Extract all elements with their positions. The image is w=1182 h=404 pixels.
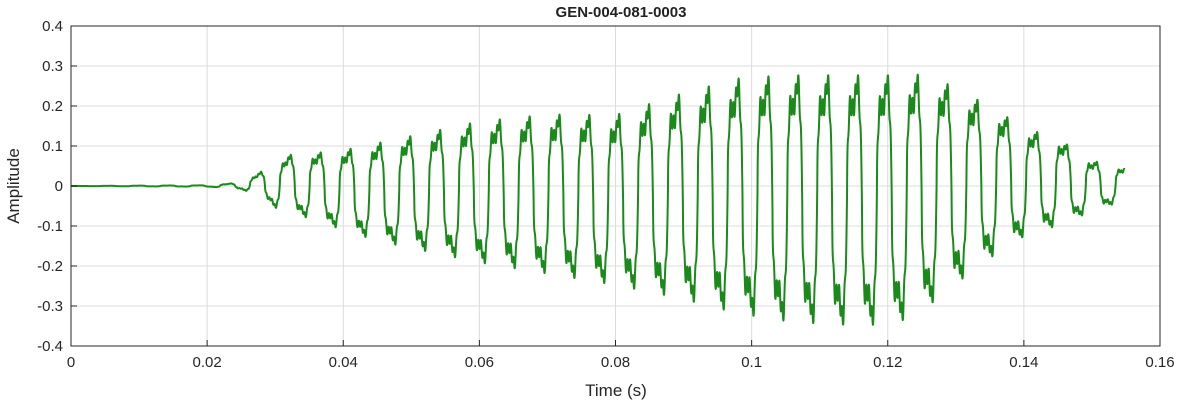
x-tick-label: 0 (67, 354, 75, 371)
x-tick-label: 0.12 (873, 354, 902, 371)
y-tick-label: -0.4 (37, 338, 63, 355)
x-axis: 0 0.02 0.04 0.06 0.08 0.1 0.12 0.14 0.16 (67, 340, 1175, 371)
y-tick-label: -0.3 (37, 298, 63, 315)
x-tick-label: 0.1 (741, 354, 762, 371)
y-tick-label: 0.1 (42, 138, 63, 155)
y-tick-label: 0.4 (42, 18, 63, 35)
waveform-line (70, 73, 1126, 326)
x-axis-label: Time (s) (585, 381, 647, 400)
y-tick-label: 0.3 (42, 58, 63, 75)
y-axis-label: Amplitude (4, 148, 23, 224)
x-tick-label: 0.14 (1009, 354, 1038, 371)
x-tick-label: 0.04 (329, 354, 358, 371)
x-tick-label: 0.16 (1145, 354, 1174, 371)
x-tick-label: 0.06 (465, 354, 494, 371)
x-tick-label: 0.02 (193, 354, 222, 371)
x-tick-label: 0.08 (601, 354, 630, 371)
y-axis: -0.4 -0.3 -0.2 -0.1 0 0.1 0.2 0.3 0.4 (37, 18, 77, 355)
chart-title: GEN-004-081-0003 (556, 4, 687, 21)
y-tick-label: 0 (55, 178, 63, 195)
y-tick-label: 0.2 (42, 98, 63, 115)
y-tick-label: -0.1 (37, 218, 63, 235)
y-tick-label: -0.2 (37, 258, 63, 275)
trace-layer (70, 73, 1126, 326)
